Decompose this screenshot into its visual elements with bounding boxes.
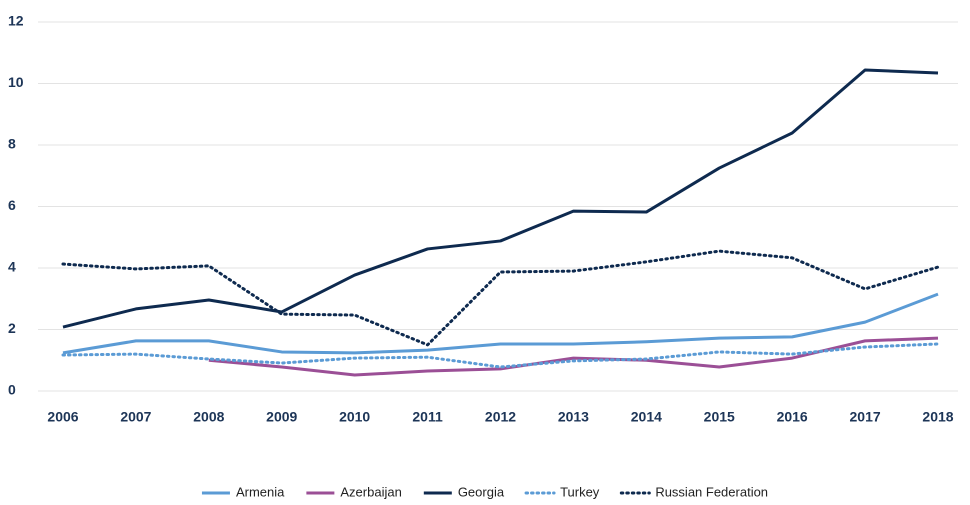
series-line <box>62 292 939 355</box>
x-tick-label: 2011 <box>412 409 443 425</box>
x-tick-label: 2007 <box>120 409 151 425</box>
series-line <box>61 249 940 347</box>
series-line <box>62 68 939 329</box>
legend-label: Azerbaijan <box>340 484 401 499</box>
x-tick-label: 2017 <box>850 409 881 425</box>
series-line <box>61 342 940 369</box>
x-tick-label: 2014 <box>631 409 662 425</box>
y-tick-label: 8 <box>8 136 16 152</box>
x-tick-label: 2008 <box>193 409 224 425</box>
x-tick-label: 2012 <box>485 409 516 425</box>
x-tick-label: 2015 <box>704 409 735 425</box>
legend-label: Turkey <box>560 484 600 499</box>
y-tick-label: 0 <box>8 382 16 398</box>
y-tick-label: 2 <box>8 320 16 336</box>
y-tick-label: 10 <box>8 74 24 90</box>
y-tick-label: 4 <box>8 259 16 275</box>
y-tick-label: 6 <box>8 197 16 213</box>
x-tick-label: 2010 <box>339 409 370 425</box>
legend-label: Russian Federation <box>655 484 768 499</box>
legend-label: Armenia <box>236 484 285 499</box>
x-tick-label: 2016 <box>777 409 808 425</box>
x-tick-label: 2009 <box>266 409 297 425</box>
legend-label: Georgia <box>458 484 505 499</box>
x-tick-label: 2013 <box>558 409 589 425</box>
x-tick-label: 2006 <box>47 409 78 425</box>
x-tick-label: 2018 <box>922 409 953 425</box>
y-tick-label: 12 <box>8 13 24 29</box>
